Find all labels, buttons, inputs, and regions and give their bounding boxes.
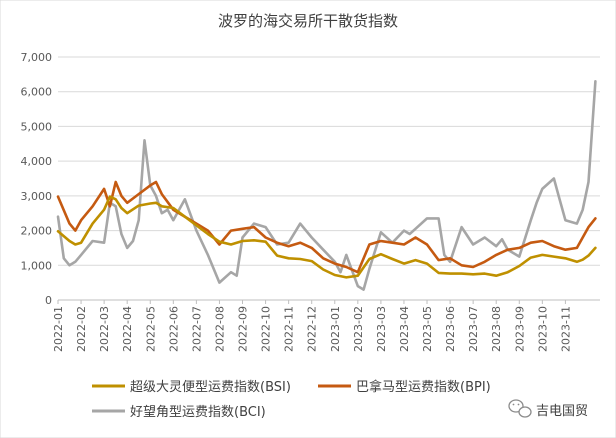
x-tick-label: 2022-06 xyxy=(167,306,180,352)
legend-label-bci: 好望角型运费指数(BCI) xyxy=(130,404,266,420)
y-tick-label: 6,000 xyxy=(21,86,53,99)
x-tick-label: 2022-12 xyxy=(306,306,319,352)
x-axis-ticks: 2022-01 2022-02 2022-03 2022-04 2022-05 2022-… xyxy=(52,300,572,352)
x-tick-label: 2023-03 xyxy=(375,306,388,352)
x-tick-label: 2023-06 xyxy=(444,306,457,352)
x-tick-label: 2022-10 xyxy=(260,306,273,352)
y-tick-label: 3,000 xyxy=(21,190,53,203)
y-axis-ticks: 0 1,000 2,000 3,000 4,000 5,000 6,000 7,000 xyxy=(21,51,53,307)
x-tick-label: 2022-08 xyxy=(213,306,226,352)
series-line-bci xyxy=(56,80,597,291)
x-tick-label: 2023-05 xyxy=(421,306,434,352)
x-tick-label: 2022-05 xyxy=(144,306,157,352)
legend-label-bsi: 超级大灵便型运费指数(BSI) xyxy=(130,380,291,395)
watermark: 吉电国贸 xyxy=(508,399,588,419)
x-tick-label: 2022-04 xyxy=(121,306,134,352)
x-tick-label: 2023-01 xyxy=(329,306,342,352)
legend-label-bpi: 巴拿马型运费指数(BPI) xyxy=(356,379,491,395)
series-line-bsi xyxy=(56,195,597,279)
y-tick-label: 0 xyxy=(45,294,52,307)
x-tick-label: 2022-09 xyxy=(237,306,250,352)
x-tick-label: 2023-11 xyxy=(559,306,572,352)
x-tick-label: 2022-11 xyxy=(283,306,296,352)
legend: 超级大灵便型运费指数(BSI) 巴拿马型运费指数(BPI) 好望角型运费指数(B… xyxy=(92,379,491,420)
watermark-text: 吉电国贸 xyxy=(536,404,588,419)
x-tick-label: 2022-03 xyxy=(98,306,111,352)
x-tick-label: 2023-04 xyxy=(398,306,411,352)
x-tick-label: 2023-07 xyxy=(467,306,480,352)
x-tick-label: 2023-08 xyxy=(490,306,503,352)
series-lines xyxy=(56,80,597,291)
series-line-bpi xyxy=(56,180,597,274)
x-tick-label: 2022-02 xyxy=(75,306,88,352)
y-tick-label: 5,000 xyxy=(21,120,53,133)
x-tick-label: 2023-02 xyxy=(352,306,365,352)
x-tick-label: 2023-10 xyxy=(536,306,549,352)
y-tick-label: 2,000 xyxy=(21,225,53,238)
wechat-icon xyxy=(508,399,532,418)
y-tick-label: 1,000 xyxy=(21,259,53,272)
x-tick-label: 2023-09 xyxy=(513,306,526,352)
x-tick-label: 2022-01 xyxy=(52,306,65,352)
y-tick-label: 7,000 xyxy=(21,51,53,64)
x-tick-label: 2022-07 xyxy=(190,306,203,352)
chart-title: 波罗的海交易所干散货指数 xyxy=(218,12,398,30)
y-tick-label: 4,000 xyxy=(21,155,53,168)
